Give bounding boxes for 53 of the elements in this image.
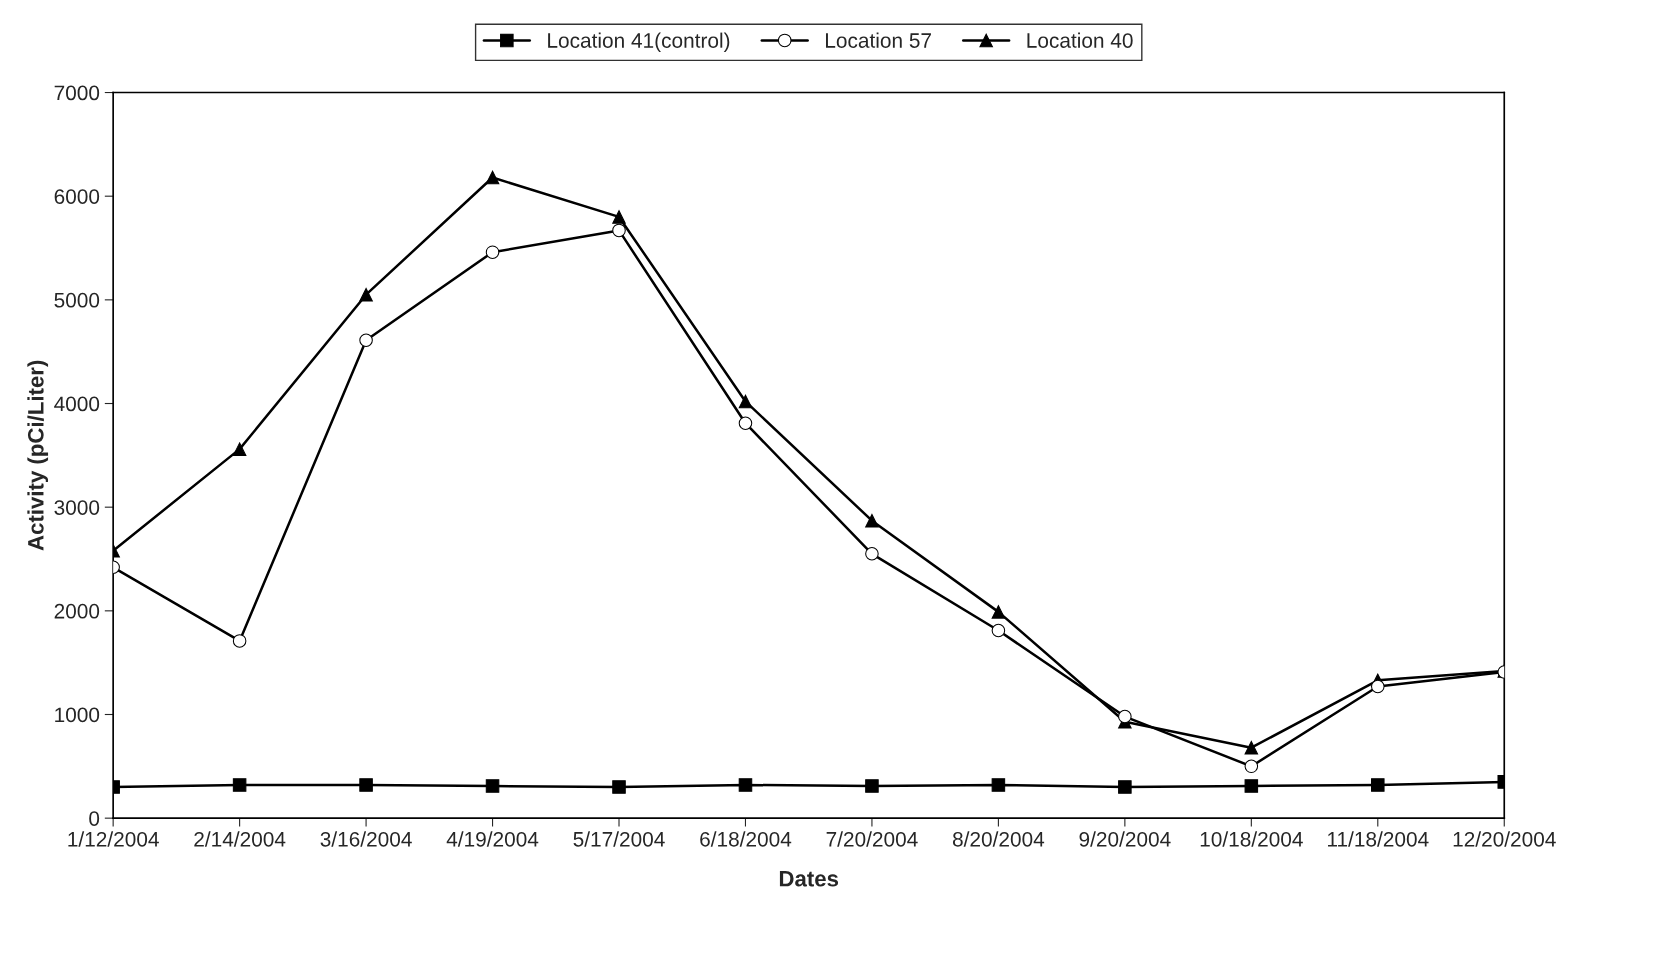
y-tick-label: 5000 bbox=[54, 292, 100, 308]
x-tick-label: 2/14/2004 bbox=[194, 831, 286, 847]
y-axis-title: Activity (pCi/Liter) bbox=[27, 360, 49, 551]
point bbox=[485, 170, 500, 185]
x-tick-label: 6/18/2004 bbox=[700, 831, 792, 847]
x-tick-label: 12/20/2004 bbox=[1453, 831, 1556, 847]
point bbox=[738, 416, 753, 430]
point bbox=[612, 210, 626, 224]
point bbox=[359, 778, 373, 792]
y-tick-label: 2000 bbox=[54, 603, 100, 619]
point bbox=[612, 223, 626, 238]
point bbox=[991, 605, 1006, 619]
point bbox=[359, 287, 373, 302]
point bbox=[232, 634, 247, 648]
y-tick-label: 0 bbox=[89, 811, 100, 826]
point bbox=[1244, 779, 1259, 793]
point bbox=[1244, 759, 1259, 774]
x-tick-label: 10/18/2004 bbox=[1200, 831, 1303, 847]
point bbox=[738, 778, 753, 792]
x-axis-title: Dates bbox=[779, 871, 839, 887]
x-tick-label: 8/20/2004 bbox=[952, 831, 1045, 847]
point bbox=[865, 547, 879, 561]
x-tick-label: 11/18/2004 bbox=[1328, 831, 1429, 847]
x-tick-label: 9/20/2004 bbox=[1079, 831, 1171, 847]
y-tick-label: 6000 bbox=[54, 189, 100, 204]
x-tick-label: 4/19/2004 bbox=[446, 831, 539, 847]
point bbox=[1118, 709, 1132, 724]
point bbox=[991, 623, 1006, 638]
legend-label: Location 57 bbox=[826, 32, 931, 48]
point bbox=[485, 779, 500, 793]
legend-label: Location 41(control) bbox=[548, 32, 730, 52]
point bbox=[865, 779, 879, 793]
legend-label: Location 40 bbox=[1027, 32, 1133, 48]
point bbox=[865, 513, 879, 528]
y-tick-label: 1000 bbox=[55, 707, 100, 723]
y-tick-label: 4000 bbox=[54, 396, 100, 412]
point bbox=[232, 778, 247, 792]
point bbox=[232, 442, 247, 456]
point bbox=[1244, 740, 1259, 755]
point bbox=[991, 778, 1006, 792]
x-tick-label: 3/16/2004 bbox=[320, 831, 412, 847]
point bbox=[1371, 679, 1385, 694]
point bbox=[485, 245, 500, 259]
point bbox=[1371, 778, 1385, 792]
point bbox=[738, 394, 753, 409]
point bbox=[1118, 780, 1132, 794]
y-tick-label: 7000 bbox=[54, 85, 100, 101]
y-tick-label: 3000 bbox=[54, 500, 100, 515]
point bbox=[359, 333, 373, 348]
x-tick-label: 1/12/2004 bbox=[68, 831, 159, 847]
point bbox=[612, 780, 626, 794]
x-tick-label: 5/17/2004 bbox=[573, 831, 665, 847]
x-tick-label: 7/20/2004 bbox=[826, 831, 918, 847]
